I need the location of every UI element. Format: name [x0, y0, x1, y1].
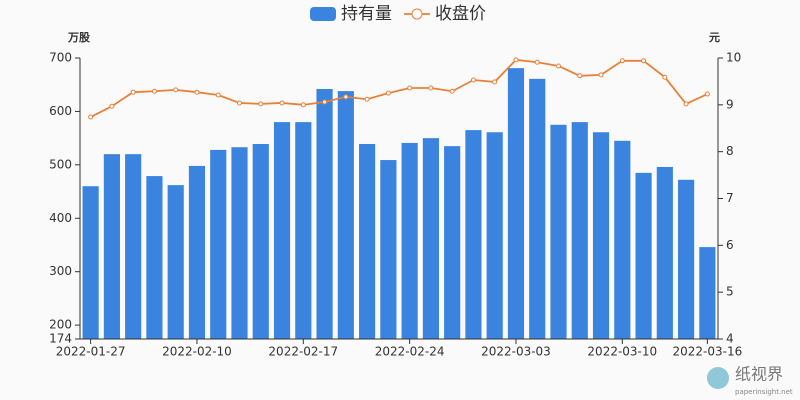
bar: [592, 132, 610, 339]
x-tick-label: 2022-03-10: [587, 345, 657, 359]
bar: [401, 142, 418, 339]
x-tick-label: 2022-02-10: [162, 345, 232, 359]
line-point: [88, 114, 94, 120]
bar: [550, 124, 567, 340]
bar: [635, 172, 652, 339]
legend-label: 收盘价: [435, 4, 486, 24]
y-tick-label: 300: [49, 264, 72, 278]
line-point: [641, 58, 647, 64]
line-point: [109, 103, 115, 109]
line-point: [173, 87, 179, 93]
bar: [82, 186, 99, 339]
watermark: 纸视界 paperinsight.net: [707, 365, 793, 396]
watermark-icon: [707, 367, 729, 389]
y-tick-label: 174: [49, 332, 72, 346]
line-point: [534, 59, 540, 65]
bar: [210, 149, 227, 339]
bar: [359, 144, 376, 339]
line-point: [704, 91, 710, 97]
bar: [337, 91, 354, 339]
y2-tick-label: 10: [726, 51, 741, 65]
x-tick-label: 2022-02-24: [375, 345, 445, 359]
y2-axis-label: 元: [709, 31, 720, 44]
line-point: [237, 100, 242, 106]
y-tick-label: 400: [49, 211, 72, 225]
line-point: [343, 94, 349, 100]
x-tick-label: 2022-02-17: [268, 345, 338, 359]
line-point: [130, 89, 136, 95]
line-point: [449, 88, 455, 94]
line-point: [258, 101, 264, 107]
bar: [125, 154, 142, 339]
y2-tick-label: 4: [726, 332, 734, 346]
bar: [103, 154, 120, 339]
line-point: [407, 85, 413, 91]
y-tick-label: 200: [49, 318, 72, 332]
line-point: [300, 102, 306, 108]
legend-swatch-point: [411, 8, 423, 20]
watermark-url: paperinsight.net: [735, 388, 793, 396]
y-axis-label: 万股: [67, 31, 91, 44]
y-tick-label: 500: [49, 157, 72, 171]
line-point: [577, 73, 583, 79]
bar: [231, 147, 248, 339]
bar: [507, 68, 525, 339]
bar: [316, 88, 333, 339]
legend: 持有量 收盘价: [310, 4, 486, 24]
line-point: [364, 96, 370, 102]
line-point: [322, 99, 328, 105]
line-point: [215, 92, 221, 98]
watermark-text: 纸视界: [735, 365, 783, 384]
bar: [486, 132, 503, 339]
bar: [295, 122, 312, 339]
bar: [422, 138, 439, 339]
legend-swatch: [310, 7, 336, 21]
bar: [188, 165, 206, 339]
bar: [444, 146, 461, 339]
bar: [167, 185, 184, 339]
line-point: [428, 85, 434, 91]
x-tick-label: 2022-03-16: [672, 345, 742, 359]
line-point: [619, 58, 625, 64]
line-point: [470, 77, 476, 83]
y2-tick-label: 5: [726, 285, 734, 299]
line-point: [492, 79, 498, 85]
y2-tick-label: 9: [726, 97, 734, 111]
y-tick-label: 600: [49, 104, 72, 118]
line-point: [556, 63, 561, 69]
x-tick-label: 2022-03-03: [481, 345, 551, 359]
bar: [699, 247, 716, 339]
line-point: [194, 89, 200, 95]
bar: [529, 78, 546, 340]
bar: [380, 160, 397, 339]
bar: [252, 144, 269, 339]
bar: [678, 179, 695, 339]
line: [90, 58, 708, 118]
y-tick-label: 700: [49, 51, 72, 65]
bar: [571, 122, 588, 339]
line-point: [662, 74, 668, 80]
bar: [273, 122, 291, 339]
x-tick-label: 2022-01-27: [56, 345, 126, 359]
line-point: [385, 90, 391, 96]
line-point: [598, 72, 604, 78]
bar: [465, 130, 482, 339]
line-point: [279, 100, 285, 106]
bar: [614, 140, 631, 339]
line-point: [151, 88, 157, 94]
legend-label: 持有量: [341, 4, 392, 24]
bar: [656, 166, 673, 339]
y2-tick-label: 8: [726, 144, 734, 158]
y2-tick-label: 7: [726, 191, 734, 205]
line-point: [683, 101, 689, 107]
y2-tick-label: 6: [726, 238, 734, 252]
bar: [146, 176, 163, 339]
line-point: [513, 57, 519, 63]
